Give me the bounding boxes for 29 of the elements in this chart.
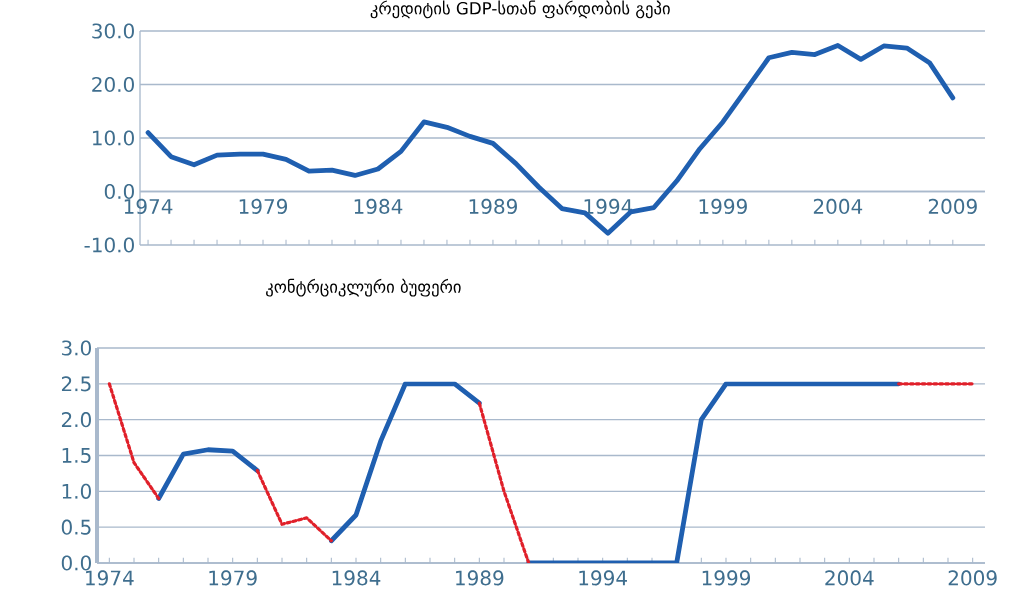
chart-title: კრედიტის GDP-სთან ფარდობის გეპი [370,0,670,19]
x-tick-label: 1989 [469,198,517,214]
y-tick-label: 0.0 [104,183,134,200]
y-tick-label: 30.0 [92,23,134,39]
x-tick-label: 1999 [702,570,751,586]
y-tick-label: 0.0 [61,555,91,571]
y-tick-label: 1.5 [62,448,91,463]
y-tick-label: 3.0 [62,340,91,356]
x-tick-label: 2004 [825,570,874,586]
y-tick-label: 20.0 [92,76,134,93]
x-tick-label: 1974 [86,570,134,586]
y-tick-label: 1.0 [62,483,91,499]
x-tick-label: 1984 [354,198,403,214]
x-tick-label: 2009 [948,570,997,586]
x-tick-label: 1979 [239,198,288,214]
y-tick-label: 2.5 [61,376,91,392]
chart-title: კონტრციკლური ბუფერი [266,278,461,297]
x-tick-label: 2004 [813,198,863,214]
x-tick-label: 1979 [209,570,257,586]
y-tick-label: 0.5 [61,519,91,535]
x-tick-label: 1994 [579,570,627,586]
x-tick-label: 2009 [928,198,977,214]
y-tick-label: 10.0 [92,130,134,146]
x-tick-label: 1989 [456,570,504,586]
y-tick-label: 2.0 [61,412,91,428]
x-tick-label: 1999 [699,198,747,214]
x-tick-label: 1974 [124,198,173,214]
x-tick-label: 1984 [332,570,381,586]
y-tick-label: -10.0 [84,237,134,253]
